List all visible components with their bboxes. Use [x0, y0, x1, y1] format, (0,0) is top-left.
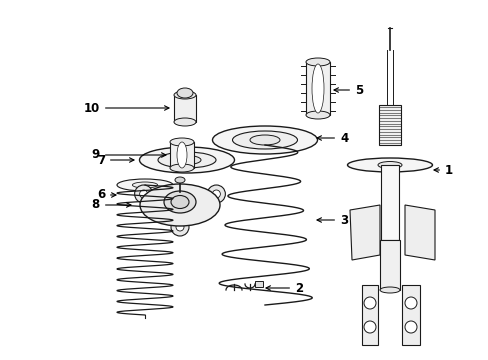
- Ellipse shape: [117, 179, 173, 191]
- Bar: [305, 62, 329, 115]
- Ellipse shape: [139, 147, 234, 173]
- Ellipse shape: [232, 131, 297, 149]
- Ellipse shape: [174, 91, 196, 99]
- Bar: [254, 281, 263, 287]
- Ellipse shape: [379, 287, 399, 293]
- Circle shape: [207, 185, 225, 203]
- Ellipse shape: [311, 64, 324, 113]
- Ellipse shape: [249, 135, 280, 145]
- Ellipse shape: [177, 142, 186, 168]
- Text: 6: 6: [97, 189, 116, 202]
- Text: 2: 2: [265, 282, 303, 294]
- Ellipse shape: [163, 191, 196, 213]
- Ellipse shape: [377, 162, 401, 168]
- Text: 1: 1: [433, 163, 452, 176]
- Bar: [378, 105, 400, 145]
- Bar: [380, 165, 398, 240]
- Text: 9: 9: [92, 148, 165, 162]
- Text: 4: 4: [316, 131, 347, 144]
- Ellipse shape: [158, 152, 216, 168]
- Ellipse shape: [170, 138, 194, 146]
- Bar: [174, 95, 196, 122]
- Polygon shape: [401, 285, 419, 345]
- Ellipse shape: [132, 182, 157, 188]
- Ellipse shape: [140, 184, 220, 226]
- Text: 3: 3: [316, 213, 347, 226]
- Ellipse shape: [177, 88, 193, 98]
- Circle shape: [404, 297, 416, 309]
- Bar: [379, 240, 399, 290]
- Ellipse shape: [305, 111, 329, 119]
- Text: 7: 7: [97, 153, 134, 166]
- Circle shape: [363, 297, 375, 309]
- Ellipse shape: [171, 195, 189, 208]
- Text: 10: 10: [83, 102, 169, 114]
- Ellipse shape: [347, 158, 431, 172]
- Text: 5: 5: [333, 84, 363, 96]
- Circle shape: [363, 321, 375, 333]
- Ellipse shape: [173, 156, 201, 165]
- Circle shape: [171, 218, 189, 236]
- Circle shape: [212, 190, 220, 198]
- Circle shape: [140, 190, 147, 198]
- Ellipse shape: [174, 118, 196, 126]
- Circle shape: [404, 321, 416, 333]
- Ellipse shape: [175, 177, 184, 183]
- Circle shape: [134, 185, 152, 203]
- Polygon shape: [404, 205, 434, 260]
- Ellipse shape: [212, 126, 317, 154]
- Ellipse shape: [305, 58, 329, 66]
- Ellipse shape: [170, 164, 194, 172]
- Circle shape: [176, 223, 183, 231]
- Polygon shape: [349, 205, 379, 260]
- Bar: [170, 142, 194, 168]
- Text: 8: 8: [92, 198, 131, 211]
- Polygon shape: [361, 285, 377, 345]
